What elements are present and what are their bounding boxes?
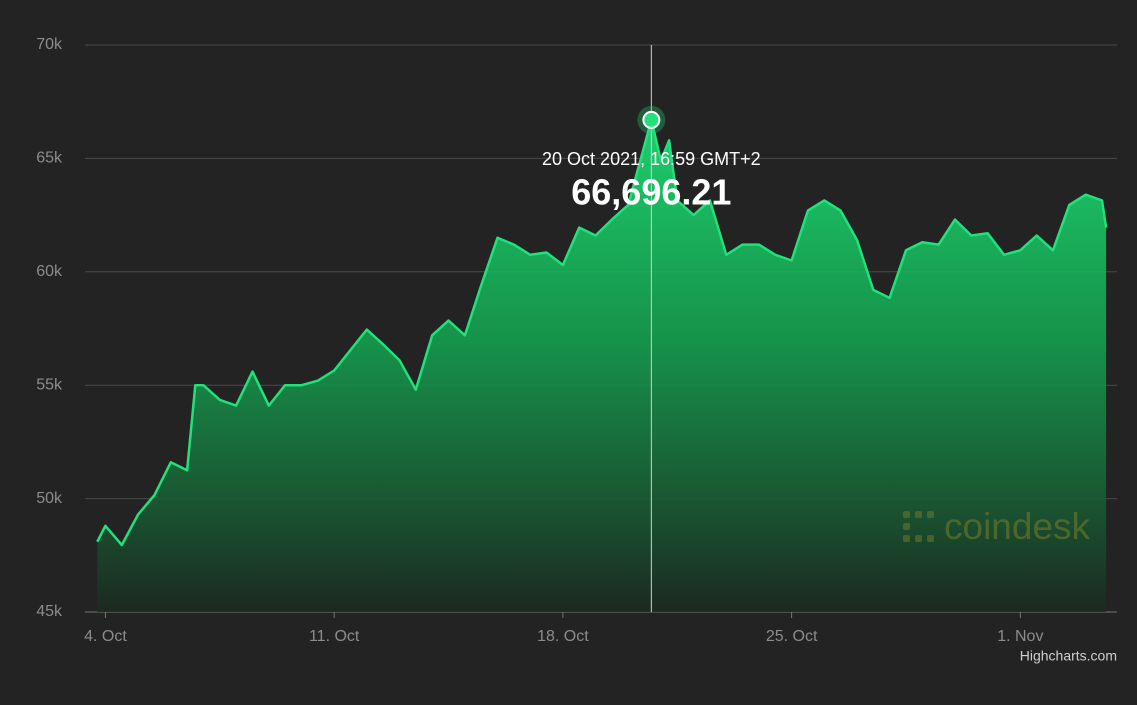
- tooltip-value: 66,696.21: [571, 172, 731, 213]
- watermark-logo: [903, 511, 934, 542]
- y-tick-label: 60k: [36, 263, 63, 280]
- y-tick-label: 65k: [36, 150, 63, 167]
- x-tick-label: 1. Nov: [997, 628, 1043, 645]
- area: [97, 119, 1107, 613]
- x-tick-label: 4. Oct: [84, 628, 127, 645]
- hover-marker: [642, 110, 661, 129]
- y-tick-label: 70k: [36, 36, 63, 53]
- y-tick-label: 50k: [36, 490, 63, 507]
- tooltip-layer: 20 Oct 2021, 16:59 GMT+2 66,696.21: [542, 45, 761, 612]
- credits[interactable]: Highcharts.com: [1020, 648, 1117, 664]
- x-tick-label: 25. Oct: [766, 628, 818, 645]
- watermark: coindesk: [944, 506, 1091, 547]
- x-tick-label: 11. Oct: [309, 628, 360, 645]
- y-tick-label: 45k: [36, 603, 63, 620]
- plot-area: [96, 118, 1108, 613]
- line: [96, 118, 1108, 547]
- y-tick-label: 55k: [36, 376, 63, 393]
- tooltip-date: 20 Oct 2021, 16:59 GMT+2: [542, 149, 761, 169]
- x-tick-label: 18. Oct: [537, 628, 589, 645]
